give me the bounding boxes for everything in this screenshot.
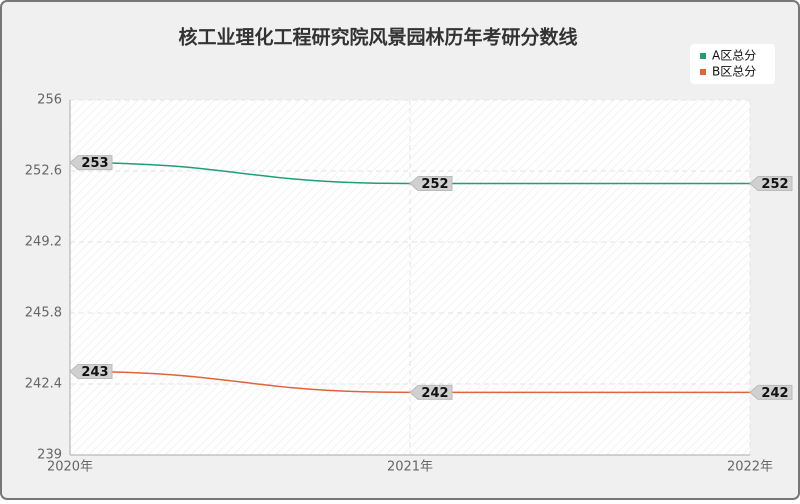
value-label: 242 (761, 386, 788, 401)
value-label-bg (409, 176, 453, 192)
value-label-bg (749, 176, 793, 192)
y-tick-label: 252.6 (25, 164, 62, 179)
legend-swatch (700, 53, 706, 59)
value-label-bg (409, 384, 453, 400)
value-label-bg (69, 363, 113, 379)
x-tick-label: 2020年 (47, 460, 93, 475)
legend-swatch (700, 69, 706, 75)
x-tick-label: 2021年 (387, 460, 433, 475)
y-tick-label: 256 (37, 93, 62, 108)
value-label: 243 (81, 365, 108, 380)
legend-label: A区总分 (712, 49, 756, 63)
value-label: 242 (421, 386, 448, 401)
y-tick-label: 249.2 (25, 235, 62, 250)
y-tick-label: 245.8 (25, 306, 62, 321)
value-label: 252 (421, 177, 448, 192)
value-label-bg (69, 155, 113, 171)
legend (690, 44, 775, 84)
chart-title: 核工业理化工程研究院风景园林历年考研分数线 (178, 26, 577, 49)
x-tick-label: 2022年 (727, 460, 773, 475)
value-label-bg (749, 384, 793, 400)
plot-area (70, 100, 750, 455)
legend-label: B区总分 (712, 65, 756, 79)
value-label: 253 (81, 156, 108, 171)
legend-box (690, 44, 775, 84)
value-label: 252 (761, 177, 788, 192)
y-tick-label: 242.4 (25, 377, 62, 392)
y-tick-label: 239 (37, 448, 62, 463)
